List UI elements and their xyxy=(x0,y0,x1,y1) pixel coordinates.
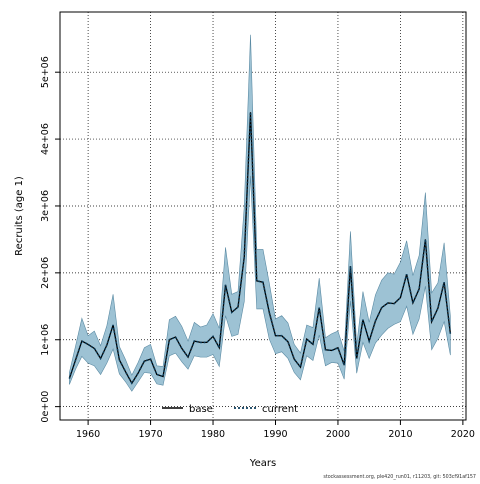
series-line-base xyxy=(68,112,452,385)
x-axis-title: Years xyxy=(249,458,276,469)
legend-label-current: current xyxy=(262,404,298,415)
legend: base current xyxy=(162,404,298,415)
y-tick-label-1e+06: 1e+06 xyxy=(40,324,51,356)
x-tick-label-2020: 2020 xyxy=(451,429,475,440)
y-tick-label-2e+06: 2e+06 xyxy=(40,257,51,289)
y-tick-label-4e+06: 4e+06 xyxy=(40,123,51,155)
x-tick-label-2000: 2000 xyxy=(326,429,350,440)
y-axis: 0e+00 1e+06 2e+06 3e+06 4e+06 5e+06 xyxy=(40,56,60,423)
x-tick-label-1990: 1990 xyxy=(263,429,287,440)
x-axis: 1960 1970 1980 1990 2000 2010 2020 xyxy=(76,420,475,440)
x-tick-label-1960: 1960 xyxy=(76,429,100,440)
y-tick-label-3e+06: 3e+06 xyxy=(40,190,51,222)
series-line-current xyxy=(68,112,452,385)
x-tick-label-1970: 1970 xyxy=(138,429,162,440)
y-axis-title: Recruits (age 1) xyxy=(14,176,25,256)
y-tick-label-5e+06: 5e+06 xyxy=(40,56,51,88)
plot-border xyxy=(59,11,467,421)
y-tick-label-0e+00: 0e+00 xyxy=(40,391,51,423)
confidence-band xyxy=(69,34,451,392)
x-tick-label-2010: 2010 xyxy=(388,429,412,440)
x-tick-label-1980: 1980 xyxy=(201,429,225,440)
legend-label-base: base xyxy=(189,404,213,415)
footer-text: stockassessment.org, ple420_run01, r1120… xyxy=(323,474,476,480)
